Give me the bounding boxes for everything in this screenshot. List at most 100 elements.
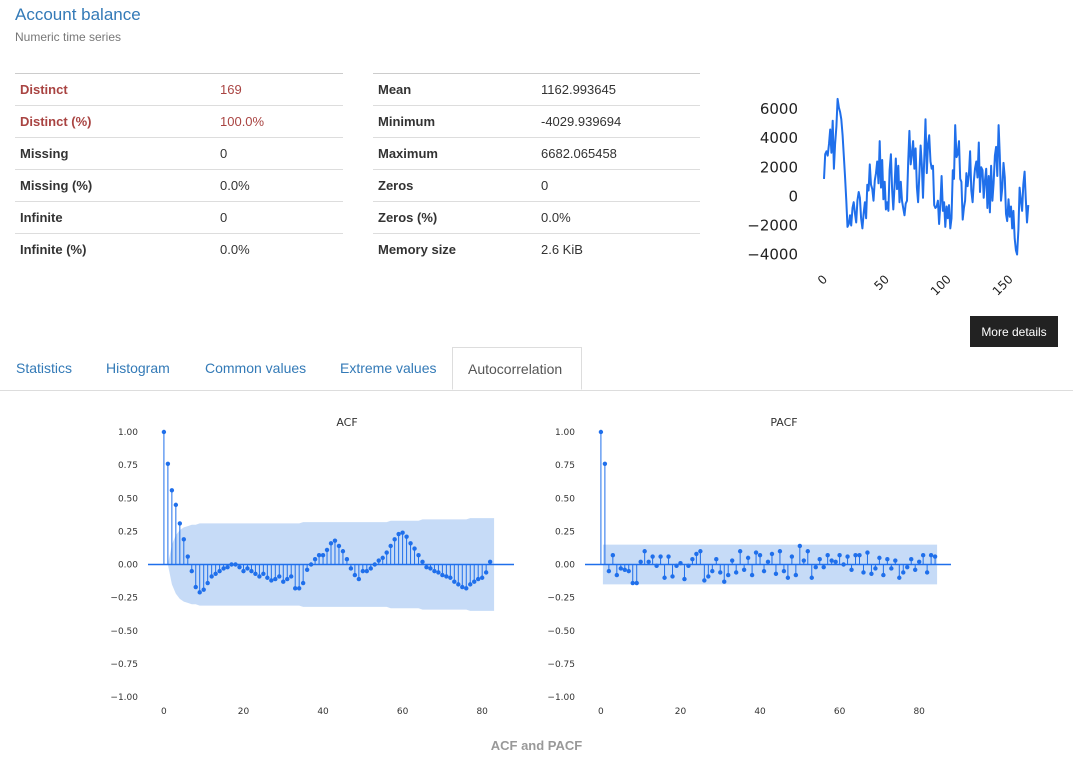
- stem-marker: [924, 570, 930, 575]
- stem-marker: [726, 572, 731, 578]
- more-details-button[interactable]: More details: [970, 316, 1058, 347]
- stem-marker: [444, 574, 449, 579]
- stem-marker: [452, 579, 457, 584]
- y-tick-label: 0: [788, 187, 798, 205]
- stats-table-left: Distinct 169 Distinct (%) 100.0% Missing 0 Mis…: [15, 73, 343, 265]
- tab-statistics[interactable]: Statistics: [16, 360, 73, 376]
- stem-marker: [404, 534, 409, 539]
- stat-label: Missing (%): [15, 169, 215, 202]
- stem-marker: [630, 580, 635, 586]
- stem-marker: [185, 554, 190, 559]
- stat-label: Mean: [373, 73, 536, 106]
- stem-marker: [789, 554, 795, 559]
- stem-marker: [777, 549, 783, 554]
- stem-marker: [598, 429, 604, 435]
- stem-marker: [634, 580, 639, 586]
- stem-marker: [213, 571, 218, 576]
- stem-marker: [432, 568, 437, 574]
- stat-row: Zeros 0: [373, 169, 700, 202]
- stem-marker: [745, 555, 751, 561]
- stem-marker: [304, 567, 310, 572]
- stat-value: 0.0%: [215, 233, 343, 265]
- stem-marker: [229, 562, 234, 567]
- stat-value: 100.0%: [215, 105, 343, 138]
- x-tick-label: 20: [675, 707, 687, 717]
- stem-marker: [356, 576, 362, 582]
- stem-marker: [292, 586, 298, 591]
- stem-marker: [928, 553, 934, 558]
- stem-marker: [865, 550, 870, 555]
- y-tick-label: −4000: [747, 246, 798, 264]
- y-tick-label: 0.00: [555, 561, 575, 571]
- stem-marker: [420, 559, 425, 565]
- stem-marker: [412, 546, 417, 551]
- stem-marker: [253, 571, 258, 576]
- stem-marker: [610, 553, 616, 558]
- stem-marker: [658, 554, 663, 559]
- chart-title: PACF: [770, 416, 797, 429]
- stat-row: Distinct (%) 100.0%: [15, 105, 343, 138]
- stem-marker: [654, 563, 659, 569]
- tab-histogram[interactable]: Histogram: [106, 360, 170, 376]
- stem-marker: [364, 568, 370, 574]
- stem-marker: [472, 579, 477, 584]
- stem-marker: [181, 537, 187, 542]
- stem-marker: [877, 555, 882, 561]
- tab-extreme-values[interactable]: Extreme values: [340, 360, 437, 376]
- stem-marker: [245, 566, 250, 571]
- x-tick-label: 20: [238, 707, 250, 717]
- stem-marker: [277, 574, 282, 579]
- stem-marker: [785, 575, 791, 580]
- stat-value: -4029.939694: [536, 105, 700, 138]
- acf-chart: ACF 1.00 0.75 0.50 0.25 0.00 −0.25 −0.50 −0.75 −1…: [110, 416, 514, 717]
- stem-marker: [296, 586, 302, 591]
- stem-marker: [702, 578, 707, 583]
- stat-value: 2.6 KiB: [536, 233, 700, 265]
- stat-row: Mean 1162.993645: [373, 73, 700, 106]
- stem-marker: [436, 570, 441, 575]
- stem-marker: [761, 568, 767, 574]
- y-tick-label: −0.75: [547, 660, 575, 670]
- stem-marker: [237, 564, 242, 570]
- stem-marker: [380, 555, 385, 561]
- stem-marker: [912, 567, 918, 572]
- stem-marker: [674, 563, 679, 569]
- stem-marker: [678, 560, 683, 566]
- x-tick-label: 40: [754, 707, 766, 717]
- stat-value: 0.0%: [215, 169, 343, 202]
- y-tick-label: 1.00: [555, 428, 575, 438]
- y-tick-label: 0.25: [118, 527, 138, 537]
- stem-marker: [897, 575, 902, 580]
- y-tick-label: −0.25: [547, 594, 575, 604]
- mini-timeseries-chart: 6000 4000 2000 0 −2000 −4000 0 50 100 150: [747, 97, 1030, 298]
- tab-common-values[interactable]: Common values: [205, 360, 307, 376]
- stem-marker: [749, 572, 755, 578]
- stem-marker: [376, 558, 381, 563]
- variable-subtitle: Numeric time series: [15, 30, 122, 44]
- stem-marker: [249, 568, 254, 574]
- stat-row: Infinite (%) 0.0%: [15, 233, 343, 265]
- stem-marker: [424, 564, 429, 570]
- stat-row: Memory size 2.6 KiB: [373, 233, 700, 265]
- stem-marker: [797, 543, 803, 549]
- stem-marker: [857, 553, 862, 558]
- stem-marker: [718, 570, 723, 575]
- y-tick-label: −1.00: [110, 693, 138, 703]
- stem-marker: [324, 547, 330, 553]
- stem-marker: [464, 586, 469, 591]
- stem-marker: [706, 574, 711, 579]
- stem-marker: [360, 568, 366, 574]
- stem-marker: [821, 564, 826, 570]
- x-tick-label: 60: [397, 707, 409, 717]
- stem-marker: [626, 568, 631, 574]
- stem-marker: [650, 554, 655, 559]
- y-tick-label: 1.00: [118, 428, 138, 438]
- tab-autocorrelation[interactable]: Autocorrelation: [452, 347, 582, 390]
- y-tick-label: −1.00: [547, 693, 575, 703]
- stem-marker: [308, 562, 314, 567]
- stem-marker: [257, 574, 262, 579]
- stat-value: 1162.993645: [536, 73, 700, 106]
- stat-label: Distinct (%): [15, 105, 215, 138]
- stem-marker: [698, 549, 703, 554]
- stem-marker: [344, 557, 350, 562]
